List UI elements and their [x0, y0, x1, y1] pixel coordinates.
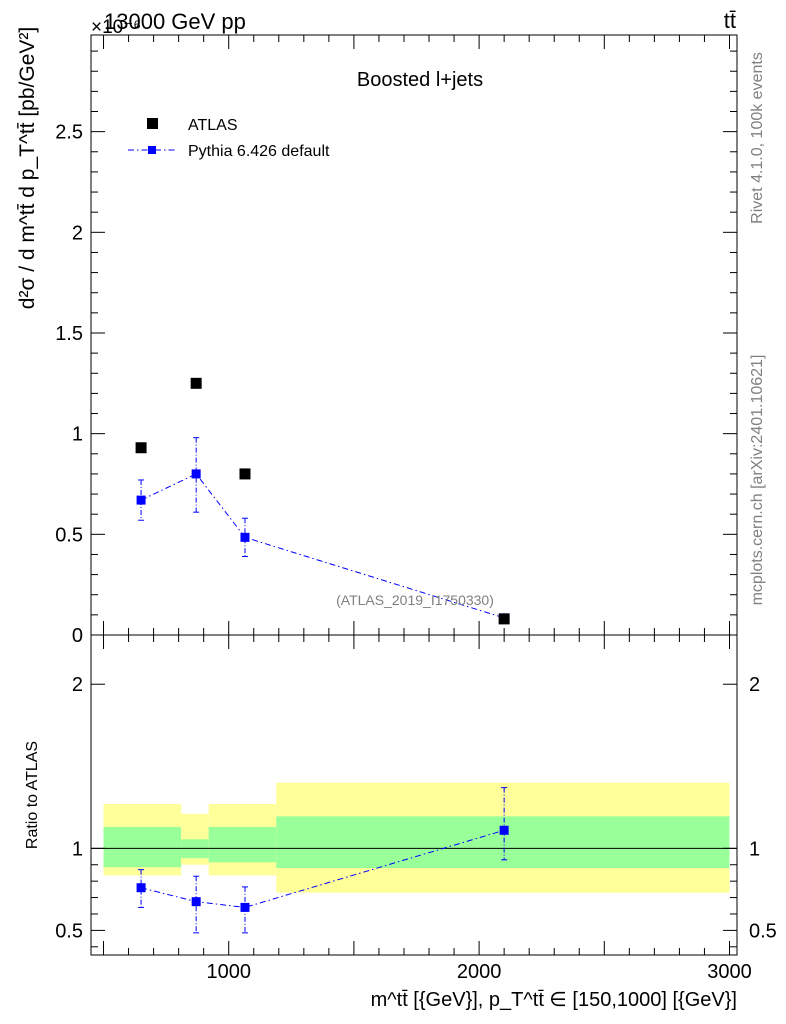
- legend-mc-marker: [148, 146, 156, 154]
- energy-label: 13000 GeV pp: [104, 9, 246, 34]
- ratio-panel: 0.5 0.5 1 1 2 2 1000 2000 3000 Ratio to ATLAS m^…: [24, 634, 777, 1011]
- mc-point: [191, 469, 201, 479]
- x-tick-label: 1000: [206, 961, 251, 983]
- ratio-uncertainty-bands: [91, 782, 737, 893]
- mc-series-line: [140, 473, 505, 619]
- plot-title: Boosted l+jets: [357, 69, 483, 91]
- legend-mc-label: Pythia 6.426 default: [188, 143, 330, 160]
- ratio-y-tick-label-right: 2: [749, 674, 760, 696]
- ratio-mc-point: [191, 897, 201, 907]
- legend-atlas-label: ATLAS: [188, 117, 238, 134]
- main-y-zero-label: 0: [72, 625, 83, 647]
- main-y-axis-label: d²σ / d m^tt̄ d p_T^tt̄ [pb/GeV²]: [16, 27, 39, 309]
- atlas-data-point: [239, 468, 251, 480]
- mcplots-label: mcplots.cern.ch [arXiv:2401.10621]: [749, 355, 766, 606]
- mc-point: [136, 495, 146, 505]
- x-tick-label: 3000: [707, 961, 752, 983]
- main-y-tick-label: 1.5: [55, 323, 83, 345]
- legend: ATLAS Pythia 6.426 default: [128, 117, 330, 160]
- atlas-data-point: [190, 377, 202, 389]
- legend-atlas-marker: [147, 118, 158, 129]
- ratio-band-inner: [208, 827, 277, 863]
- ratio-y-tick-label: 0.5: [55, 920, 83, 942]
- ratio-mc-line: [140, 829, 505, 908]
- main-panel: 0.5 1 1.5 2 2.5 0 Boosted l+jets (ATLAS_2019_…: [16, 27, 738, 647]
- analysis-tag: (ATLAS_2019_I1750330): [336, 592, 494, 608]
- ratio-band-inner: [103, 827, 182, 868]
- main-panel-ticks: 0.5 1 1.5 2 2.5 0: [55, 35, 737, 647]
- ratio-panel-ticks: 0.5 0.5 1 1 2 2 1000 2000 3000: [55, 635, 777, 983]
- ratio-panel-marks: [136, 787, 509, 934]
- ratio-y-tick-label-right: 0.5: [749, 920, 777, 942]
- main-y-tick-label: 1: [72, 424, 83, 446]
- ratio-y-tick-label: 1: [72, 838, 83, 860]
- atlas-data-point: [498, 613, 510, 625]
- ratio-mc-point: [240, 902, 250, 912]
- ratio-panel-frame: [90, 634, 738, 956]
- rivet-label: Rivet 4.1.0, 100k events: [749, 52, 766, 224]
- ratio-mc-point: [499, 825, 509, 835]
- atlas-data-point: [135, 442, 147, 454]
- main-y-tick-label: 0.5: [55, 524, 83, 546]
- mc-point: [240, 532, 250, 542]
- main-y-tick-label: 2: [72, 222, 83, 244]
- y-exponent-label: ×10⁻⁶: [91, 17, 141, 38]
- x-tick-label: 2000: [457, 961, 502, 983]
- main-y-tick-label: 2.5: [55, 122, 83, 144]
- process-label: tt̄: [724, 8, 736, 33]
- ratio-y-axis-label: Ratio to ATLAS: [24, 741, 41, 849]
- ratio-y-tick-label: 2: [72, 674, 83, 696]
- main-panel-marks: [135, 377, 510, 625]
- x-axis-label: m^tt̄ [{GeV}], p_T^tt̄ ∈ [150,1000] [{Ge…: [371, 989, 737, 1011]
- ratio-mc-point: [136, 883, 146, 893]
- ratio-y-tick-label-right: 1: [749, 838, 760, 860]
